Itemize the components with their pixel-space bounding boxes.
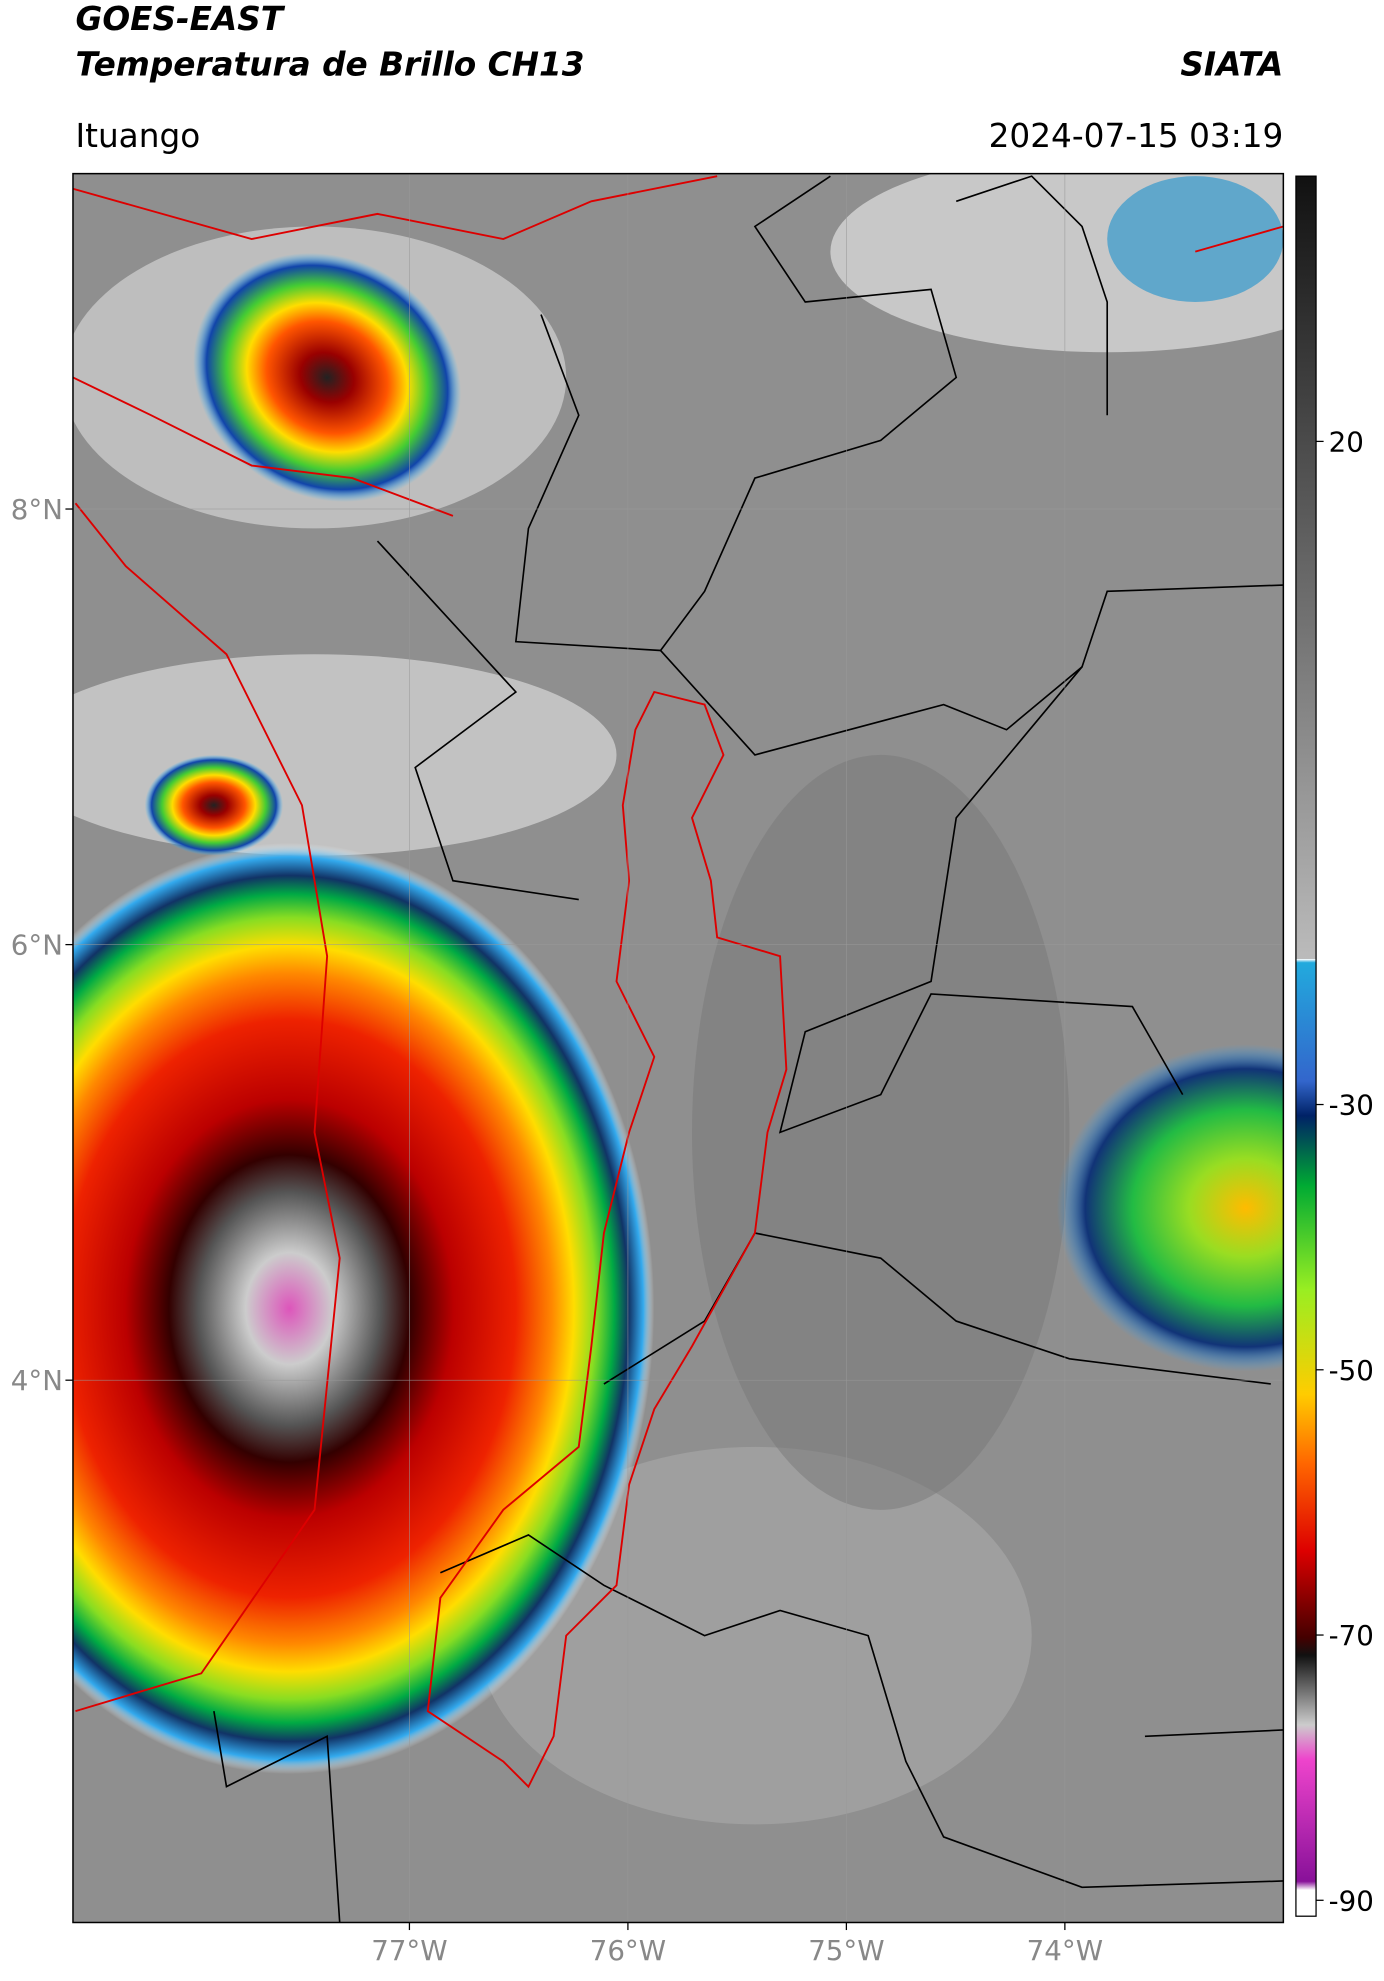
imagery: [72, 173, 1284, 1923]
map-frame: [72, 172, 1285, 1924]
colorbar: [1295, 175, 1317, 1917]
colorbar-label: -70: [1329, 1619, 1374, 1652]
x-tick-label: 76°W: [590, 1934, 666, 1967]
colorbar-label: -50: [1329, 1354, 1374, 1387]
title: GOES-EAST: [75, 0, 285, 38]
datetime: 2024-07-15 03:19: [989, 117, 1284, 155]
graticule: [72, 173, 1284, 1923]
location: Ituango: [75, 117, 200, 155]
colorbar-label: -30: [1329, 1089, 1374, 1122]
colorbar-label: -90: [1329, 1884, 1374, 1917]
x-tick-label: 74°W: [1027, 1934, 1103, 1967]
y-tick-label: 6°N: [11, 929, 63, 962]
colorbar-label: 20: [1329, 425, 1364, 458]
subtitle: Temperatura de Brillo CH13: [75, 45, 584, 83]
y-tick-label: 8°N: [11, 493, 63, 526]
y-tick-label: 4°N: [11, 1364, 63, 1397]
agency: SIATA: [1180, 45, 1283, 83]
x-tick-label: 77°W: [371, 1934, 447, 1967]
x-tick-label: 75°W: [808, 1934, 884, 1967]
